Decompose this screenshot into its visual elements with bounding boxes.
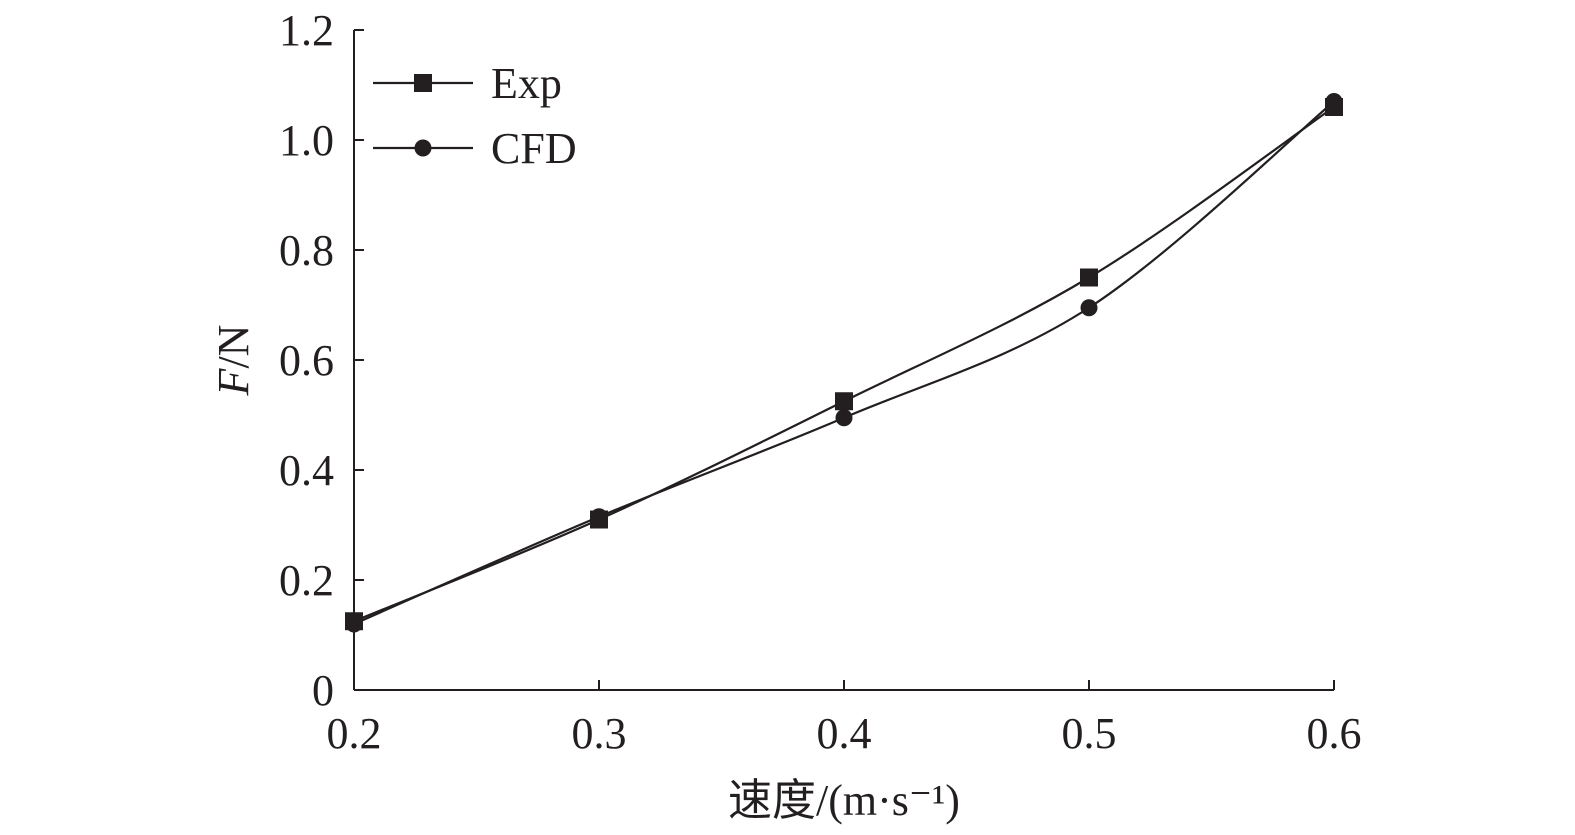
x-axis-ticks: 0.2 0.3 0.4 0.5 0.6	[327, 680, 1362, 758]
y-axis-ticks: 0 0.2 0.4 0.6 0.8 1.0 1.2	[279, 6, 364, 715]
x-tick-label: 0.2	[327, 709, 382, 758]
data-point-cfd	[835, 409, 853, 427]
legend-label-cfd: CFD	[491, 124, 577, 173]
series-line-cfd	[353, 100, 1335, 626]
y-tick-label: 1.0	[279, 116, 334, 165]
x-axis-title: 速度/(m·s⁻¹)	[728, 776, 960, 825]
x-tick-label: 0.4	[817, 709, 872, 758]
x-tick-label: 0.5	[1062, 709, 1117, 758]
y-tick-label: 0.8	[279, 226, 334, 275]
y-axis-title: F/N	[209, 325, 258, 397]
data-point-exp	[590, 510, 608, 529]
y-axis-title-unit: /N	[209, 325, 258, 369]
y-tick-label: 1.2	[279, 6, 334, 55]
legend-marker-exp	[414, 74, 432, 92]
x-tick-label: 0.6	[1307, 709, 1362, 758]
legend-label-exp: Exp	[491, 59, 562, 108]
series-line-exp	[353, 106, 1335, 623]
data-point-exp	[835, 392, 853, 411]
y-tick-label: 0	[312, 666, 334, 715]
y-tick-label: 0.4	[279, 446, 334, 495]
y-tick-label: 0.6	[279, 336, 334, 385]
series-group	[345, 93, 1343, 633]
legend: Exp CFD	[373, 59, 577, 173]
data-point-cfd	[1080, 299, 1098, 317]
legend-marker-cfd	[414, 139, 432, 157]
y-tick-label: 0.2	[279, 556, 334, 605]
data-point-exp	[1080, 268, 1098, 287]
y-axis-title-variable: F	[209, 367, 258, 396]
data-point-exp	[345, 612, 363, 631]
x-tick-label: 0.3	[572, 709, 627, 758]
data-point-exp	[1325, 98, 1343, 116]
